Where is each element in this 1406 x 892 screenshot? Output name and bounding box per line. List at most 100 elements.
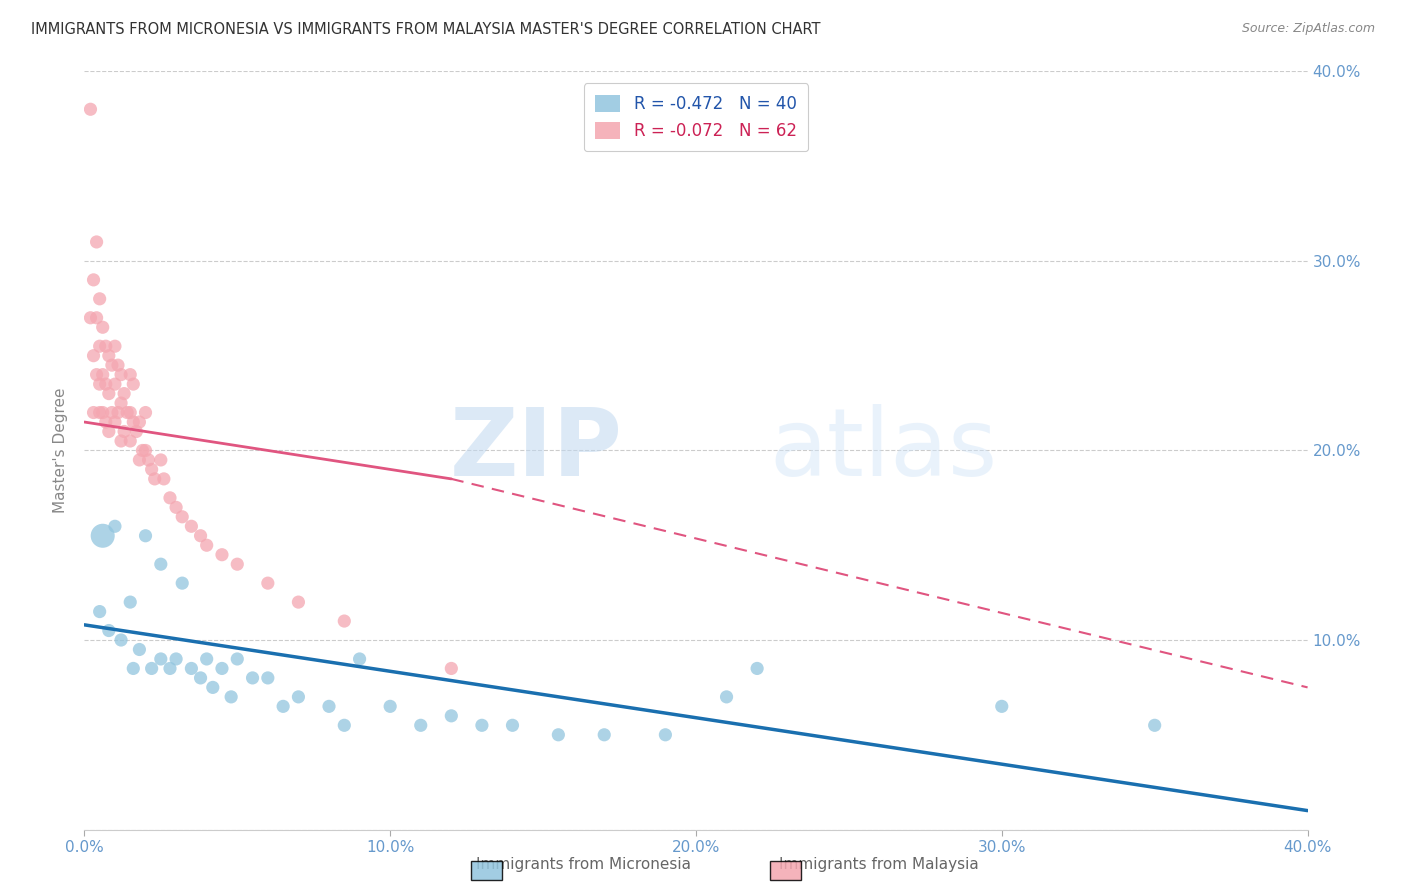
- Text: IMMIGRANTS FROM MICRONESIA VS IMMIGRANTS FROM MALAYSIA MASTER'S DEGREE CORRELATI: IMMIGRANTS FROM MICRONESIA VS IMMIGRANTS…: [31, 22, 821, 37]
- Point: [502, 718, 524, 732]
- Point: [107, 406, 129, 420]
- Point: [91, 368, 114, 382]
- Point: [94, 377, 117, 392]
- Point: [180, 661, 202, 675]
- Point: [101, 358, 124, 372]
- Point: [211, 661, 233, 675]
- Point: [135, 406, 157, 420]
- Point: [149, 557, 172, 572]
- Point: [83, 349, 105, 363]
- Point: [172, 509, 194, 524]
- Point: [97, 624, 120, 638]
- Point: [89, 339, 111, 353]
- Point: [97, 425, 120, 439]
- Point: [112, 425, 135, 439]
- Point: [128, 415, 150, 429]
- Point: [86, 310, 108, 325]
- Point: [135, 443, 157, 458]
- Point: [149, 453, 172, 467]
- Point: [242, 671, 264, 685]
- Point: [287, 690, 309, 704]
- Point: [593, 728, 616, 742]
- Point: [115, 406, 138, 420]
- Point: [89, 292, 111, 306]
- Point: [380, 699, 402, 714]
- Text: Source: ZipAtlas.com: Source: ZipAtlas.com: [1241, 22, 1375, 36]
- Point: [409, 718, 432, 732]
- Point: [180, 519, 202, 533]
- Point: [440, 708, 463, 723]
- Point: [287, 595, 309, 609]
- Point: [83, 406, 105, 420]
- Point: [471, 718, 494, 732]
- Point: [107, 358, 129, 372]
- Y-axis label: Master's Degree: Master's Degree: [53, 388, 69, 513]
- Point: [104, 339, 127, 353]
- Point: [97, 349, 120, 363]
- Point: [219, 690, 242, 704]
- Point: [141, 462, 163, 476]
- Point: [110, 368, 132, 382]
- Point: [89, 377, 111, 392]
- Point: [333, 614, 356, 628]
- Point: [131, 443, 153, 458]
- Point: [143, 472, 166, 486]
- Point: [149, 652, 172, 666]
- Point: [165, 500, 187, 515]
- Point: [79, 310, 101, 325]
- Point: [190, 529, 212, 543]
- Point: [120, 595, 142, 609]
- Point: [159, 661, 181, 675]
- Point: [159, 491, 181, 505]
- Point: [122, 415, 145, 429]
- Point: [211, 548, 233, 562]
- Text: ZIP: ZIP: [450, 404, 623, 497]
- Point: [89, 605, 111, 619]
- Point: [141, 661, 163, 675]
- Point: [318, 699, 340, 714]
- Point: [122, 377, 145, 392]
- Point: [128, 453, 150, 467]
- Point: [110, 396, 132, 410]
- Point: [1143, 718, 1166, 732]
- Point: [94, 339, 117, 353]
- Point: [89, 406, 111, 420]
- Point: [165, 652, 187, 666]
- Point: [91, 320, 114, 334]
- Point: [97, 386, 120, 401]
- Point: [349, 652, 371, 666]
- Point: [83, 273, 105, 287]
- Point: [201, 681, 224, 695]
- Point: [101, 406, 124, 420]
- Point: [94, 415, 117, 429]
- Point: [91, 406, 114, 420]
- Point: [195, 538, 218, 552]
- Point: [91, 529, 114, 543]
- Text: Immigrants from Malaysia: Immigrants from Malaysia: [779, 857, 979, 872]
- Point: [172, 576, 194, 591]
- Point: [226, 557, 249, 572]
- Point: [86, 368, 108, 382]
- Point: [153, 472, 176, 486]
- Point: [120, 406, 142, 420]
- Point: [333, 718, 356, 732]
- Point: [271, 699, 294, 714]
- Point: [120, 434, 142, 448]
- Point: [110, 434, 132, 448]
- Legend: R = -0.472   N = 40, R = -0.072   N = 62: R = -0.472 N = 40, R = -0.072 N = 62: [583, 84, 808, 152]
- Point: [104, 519, 127, 533]
- Point: [125, 425, 148, 439]
- Point: [190, 671, 212, 685]
- Point: [547, 728, 569, 742]
- Point: [195, 652, 218, 666]
- Point: [991, 699, 1014, 714]
- Point: [110, 633, 132, 648]
- Point: [112, 386, 135, 401]
- Text: atlas: atlas: [769, 404, 998, 497]
- Point: [716, 690, 738, 704]
- Point: [440, 661, 463, 675]
- Point: [135, 529, 157, 543]
- Point: [747, 661, 769, 675]
- Point: [104, 415, 127, 429]
- Point: [654, 728, 676, 742]
